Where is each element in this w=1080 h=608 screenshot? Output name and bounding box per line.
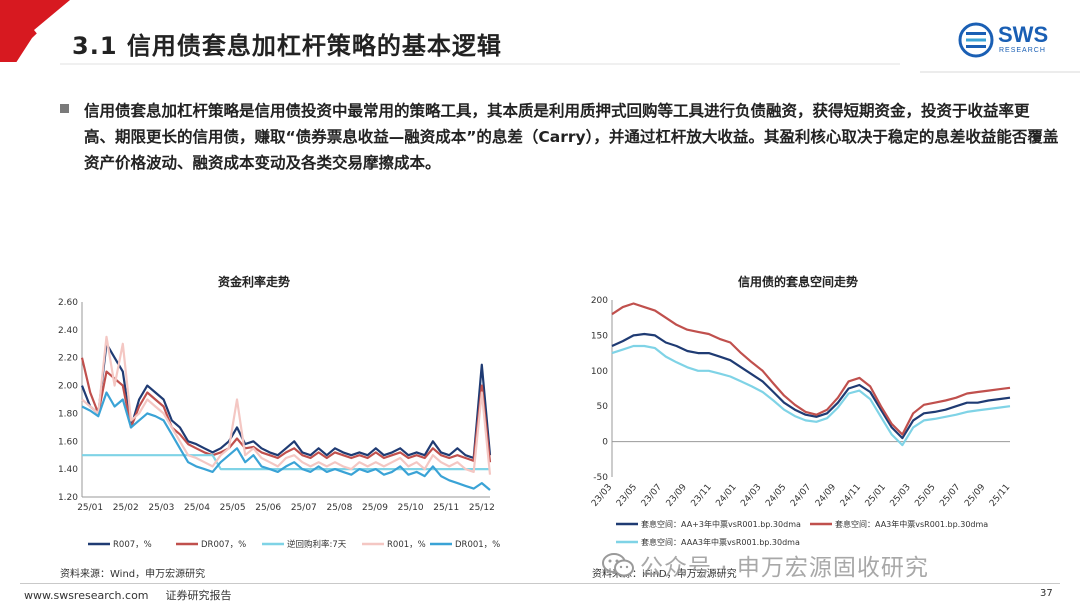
series-line-0	[611, 332, 1011, 440]
x-tick-label: 23/07	[640, 483, 664, 509]
chart2-source: 资料来源：iFinD，申万宏源研究	[592, 569, 737, 580]
x-tick-label: 25/08	[326, 503, 352, 513]
x-tick-label: 25/01	[864, 483, 888, 509]
chart1-title: 资金利率走势	[218, 275, 291, 289]
x-tick-label: 25/09	[362, 503, 388, 513]
x-tick-label: 25/05	[220, 503, 246, 513]
y-tick-label: -50	[593, 473, 608, 483]
legend-label: 套息空间：AA3年中票vsR001.bp.30dma	[835, 519, 988, 529]
series-line-1	[611, 302, 1011, 436]
x-tick-label: 25/12	[469, 503, 495, 513]
chart-funding-rates: 1.20 1.40 1.60 1.80 2.00 2.20 2.40 2.60 25/01 25/…	[58, 298, 500, 550]
x-tick-label: 24/01	[714, 483, 738, 509]
y-tick-label: 100	[591, 367, 608, 377]
logo-sub: RESEARCH	[999, 47, 1046, 54]
y-tick-label: 1.40	[58, 465, 78, 475]
x-tick-label: 25/05	[913, 483, 937, 509]
x-tick-label: 25/03	[148, 503, 174, 513]
series-line-3	[81, 335, 492, 475]
sws-logo-icon	[958, 22, 994, 58]
y-tick-label: 2.00	[58, 382, 78, 392]
logo-word: SWS	[998, 22, 1049, 47]
x-tick-label: 25/10	[398, 503, 424, 513]
x-tick-label: 24/07	[789, 483, 813, 509]
y-tick-label: 2.60	[58, 298, 78, 308]
x-tick-label: 25/11	[433, 503, 459, 513]
x-tick-label: 24/09	[814, 482, 839, 509]
footer-url[interactable]: www.swsresearch.com	[24, 589, 149, 602]
y-tick-label: 50	[597, 402, 609, 412]
y-tick-label: 1.60	[58, 437, 78, 447]
bullet-text: 信用债套息加杠杆策略是信用债投资中最常用的策略工具，其本质是利用质押式回购等工具…	[84, 102, 1059, 172]
legend-label: 套息空间：AAA3年中票vsR001.bp.30dma	[641, 537, 800, 547]
x-tick-label: 25/06	[255, 503, 281, 513]
x-tick-label: 25/07	[938, 483, 962, 509]
y-tick-label: 200	[591, 296, 608, 306]
legend-label: 套息空间：AA+3年中票vsR001.bp.30dma	[641, 519, 801, 529]
x-tick-label: 25/04	[184, 503, 210, 513]
footer-label: 证券研究报告	[165, 589, 232, 602]
x-tick-label: 23/05	[615, 483, 639, 509]
footer-divider	[20, 583, 1060, 584]
legend-label: DR001，%	[455, 540, 500, 550]
y-tick-label: 2.40	[58, 326, 78, 336]
legend-label: R001，%	[387, 540, 426, 550]
x-tick-label: 25/11	[988, 483, 1012, 509]
legend-label: DR007，%	[201, 540, 246, 550]
legend-label: 逆回购利率:7天	[287, 539, 347, 550]
page-title: 3.1 信用债套息加杠杆策略的基本逻辑	[72, 32, 502, 60]
x-tick-label: 24/05	[764, 483, 788, 509]
bullet-point: 信用债套息加杠杆策略是信用债投资中最常用的策略工具，其本质是利用质押式回购等工具…	[60, 98, 1060, 176]
legend-label: R007，%	[113, 540, 152, 550]
title-banner	[0, 0, 1080, 73]
series-line-2	[82, 454, 490, 471]
x-tick-label: 23/09	[665, 482, 690, 509]
bullet-square-icon	[60, 104, 69, 113]
page-number: 37	[1040, 588, 1053, 599]
footer-left: www.swsresearch.com 证券研究报告	[24, 587, 232, 603]
y-tick-label: 2.20	[58, 354, 78, 364]
title-red-accent	[0, 0, 70, 62]
series-line-1	[80, 357, 492, 463]
x-tick-label: 25/03	[888, 483, 912, 509]
y-tick-label: 150	[591, 331, 608, 341]
x-tick-label: 24/03	[739, 483, 763, 509]
y-tick-label: 1.80	[58, 409, 78, 419]
y-tick-label: 1.20	[58, 493, 78, 503]
x-tick-label: 23/03	[590, 483, 614, 509]
x-tick-label: 23/11	[689, 483, 713, 509]
sws-logo: SWS RESEARCH	[958, 22, 1058, 62]
watermark-text: 公众号 · 申万宏源固收研究	[640, 555, 929, 581]
wechat-icon	[602, 553, 634, 577]
series-line-2	[611, 344, 1011, 447]
series-line-4	[81, 391, 491, 491]
x-tick-label: 25/01	[77, 503, 103, 513]
y-tick-label: 0	[602, 438, 608, 448]
chart1-source: 资料来源：Wind，申万宏源研究	[60, 569, 206, 580]
chart2-title: 信用债的套息空间走势	[738, 275, 859, 289]
series-line-0	[80, 342, 492, 460]
chart-carry-spread: -50 0 50 100 150 200 23/03 23/05 23/07 23/09 23/11…	[590, 296, 1012, 547]
x-tick-label: 25/09	[963, 482, 988, 509]
x-tick-label: 24/11	[839, 483, 863, 509]
x-tick-label: 25/07	[291, 503, 317, 513]
x-tick-label: 25/02	[113, 503, 139, 513]
